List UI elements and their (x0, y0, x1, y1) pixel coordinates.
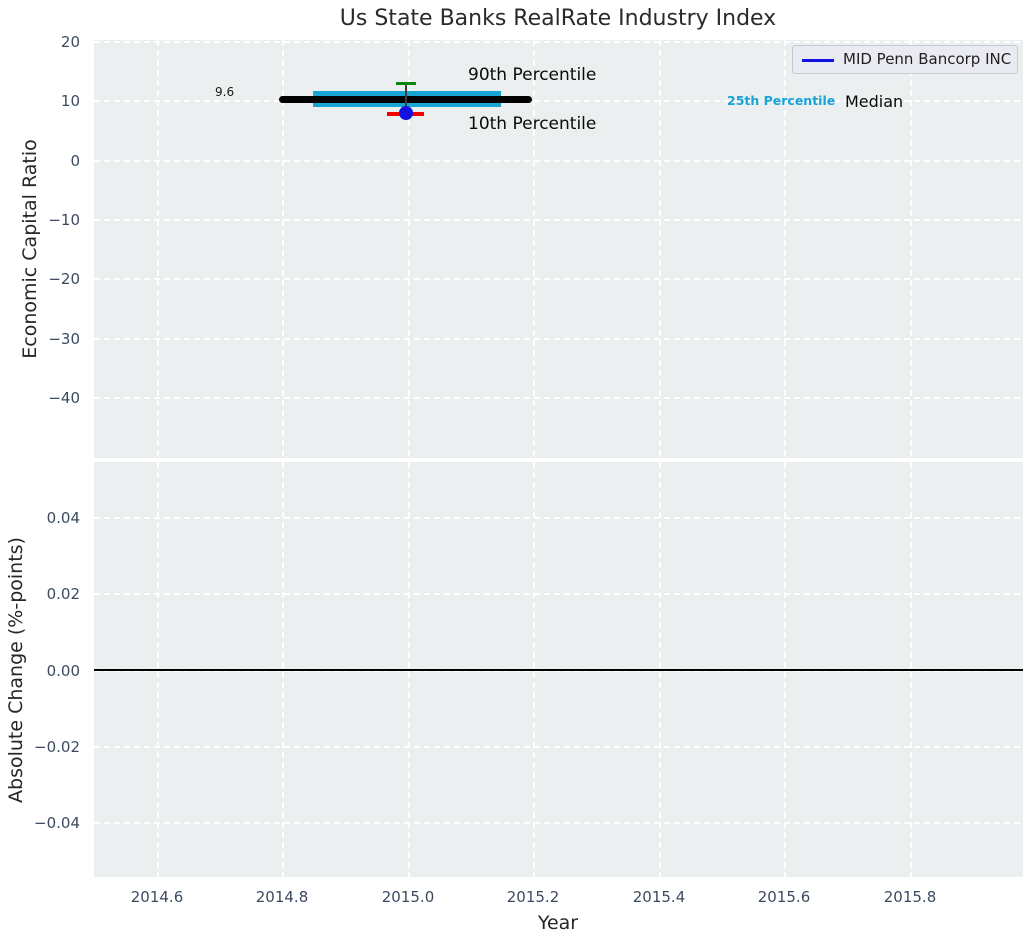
gridline-v (282, 40, 284, 458)
gridline-v (659, 40, 661, 458)
zero-reference-line (94, 669, 1023, 671)
percentile-90-cap (396, 82, 416, 85)
median-value-label: 9.6 (215, 85, 235, 99)
bottom-plot-area (94, 462, 1023, 877)
annotation-median: Median (845, 92, 904, 111)
gridline-v (910, 40, 912, 458)
legend-line-sample (802, 59, 834, 62)
gridline-h (94, 397, 1023, 399)
legend-label: MID Penn Bancorp INC (843, 50, 1012, 68)
ytick-label: −0.02 (34, 738, 80, 756)
annotation-25th-percentile: 25th Percentile (727, 93, 836, 108)
annotation-10th-percentile: 10th Percentile (468, 114, 597, 134)
gridline-v (157, 40, 159, 458)
gridline-v (784, 40, 786, 458)
legend-box: MID Penn Bancorp INC (792, 45, 1018, 74)
xtick-label: 2015.4 (632, 888, 686, 906)
top-yaxis-label: Economic Capital Ratio (19, 139, 41, 359)
ytick-label: 10 (60, 92, 80, 110)
ytick-label: −40 (48, 389, 80, 407)
gridline-h (94, 593, 1023, 595)
xaxis-label: Year (537, 912, 579, 934)
gridline-h (94, 338, 1023, 340)
bottom-yaxis-label: Absolute Change (%-points) (5, 537, 27, 803)
xtick-label: 2015.6 (757, 888, 811, 906)
gridline-h (94, 746, 1023, 748)
gridline-h (94, 41, 1023, 43)
ytick-label: −0.04 (34, 814, 80, 832)
xtick-label: 2015.0 (381, 888, 435, 906)
company-data-point (399, 106, 413, 120)
chart-title: Us State Banks RealRate Industry Index (339, 6, 777, 31)
gridline-h (94, 517, 1023, 519)
gridline-h (94, 100, 1023, 102)
xtick-label: 2015.8 (883, 888, 937, 906)
gridline-v (408, 40, 410, 458)
gridline-v (533, 40, 535, 458)
top-plot-area: 9.6 90th Percentile 10th Percentile 25th… (94, 40, 1023, 458)
xtick-label: 2014.8 (255, 888, 309, 906)
xtick-label: 2015.2 (506, 888, 560, 906)
ytick-label: 0 (70, 152, 80, 170)
ytick-label: −30 (48, 330, 80, 348)
ytick-label: 0.00 (46, 662, 80, 680)
gridline-h (94, 160, 1023, 162)
xtick-label: 2014.6 (130, 888, 184, 906)
ytick-label: 0.02 (46, 585, 80, 603)
ytick-label: −20 (48, 270, 80, 288)
gridline-h (94, 219, 1023, 221)
gridline-h (94, 278, 1023, 280)
ytick-label: −10 (48, 211, 80, 229)
ytick-label: 0.04 (46, 509, 80, 527)
ytick-label: 20 (60, 33, 80, 51)
gridline-h (94, 822, 1023, 824)
percentile-whisker-line (405, 83, 407, 113)
annotation-90th-percentile: 90th Percentile (468, 65, 597, 85)
